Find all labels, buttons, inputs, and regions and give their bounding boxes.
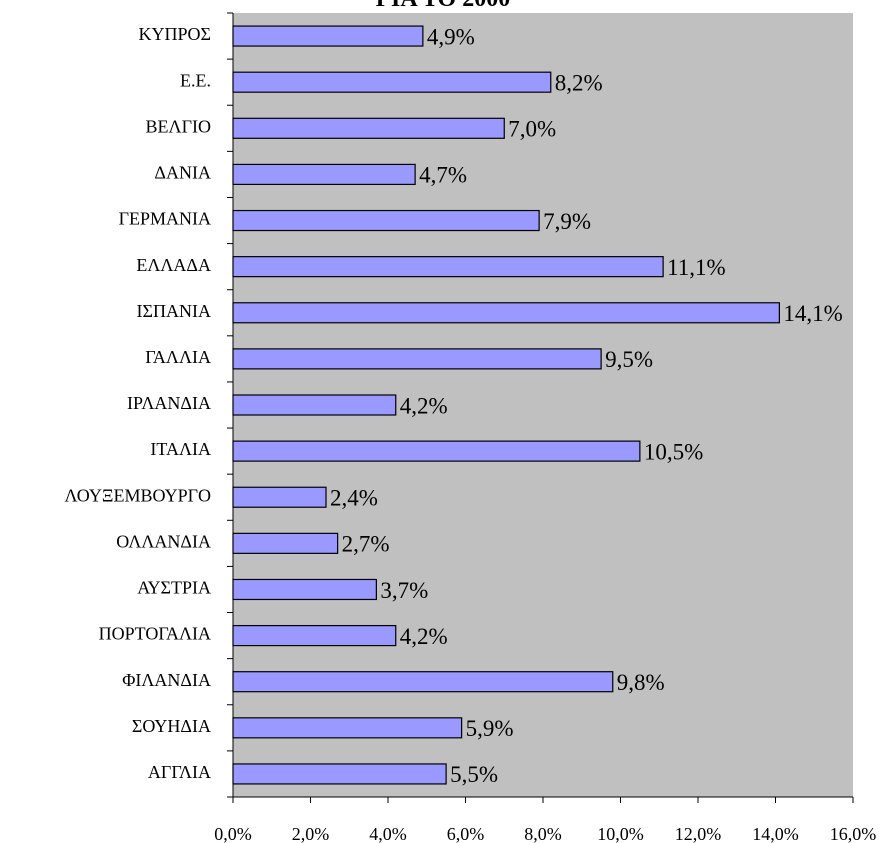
category-label: ΑΓΓΛΙΑ xyxy=(148,762,211,782)
bar xyxy=(232,440,641,462)
x-tick-label: 16,0% xyxy=(830,824,877,843)
category-label: ΙΤΑΛΙΑ xyxy=(150,439,211,459)
chart-title: ΓΙΑ ΤΟ 2000 xyxy=(376,0,510,12)
x-tick-label: 12,0% xyxy=(675,824,722,843)
value-label: 10,5% xyxy=(644,439,703,464)
x-tick-label: 4,0% xyxy=(369,824,407,843)
bar xyxy=(232,209,540,232)
value-label: 9,8% xyxy=(617,670,665,695)
value-label: 3,7% xyxy=(380,578,428,603)
value-label: 14,1% xyxy=(783,301,842,326)
bar xyxy=(232,25,424,47)
bar xyxy=(232,71,552,93)
category-label: ΣΟΥΗΔΙΑ xyxy=(132,716,211,736)
value-label: 2,4% xyxy=(330,486,378,511)
category-label: ΕΛΛΑΔΑ xyxy=(136,255,211,275)
bar xyxy=(232,394,397,416)
bar xyxy=(232,578,377,601)
category-label: Ε.Ε. xyxy=(180,70,211,90)
x-tick-label: 6,0% xyxy=(447,824,485,843)
category-label: ΓΑΛΛΙΑ xyxy=(145,347,211,367)
category-label: ΠΟΡΤΟΓΑΛΙΑ xyxy=(99,624,211,644)
category-label: ΒΕΛΓΙΟ xyxy=(146,116,211,136)
category-label: ΚΥΠΡΟΣ xyxy=(139,24,211,44)
bar xyxy=(232,117,505,139)
category-label: ΙΡΛΑΝΔΙΑ xyxy=(127,393,211,413)
value-label: 5,5% xyxy=(450,762,498,787)
bar xyxy=(232,163,416,186)
bar xyxy=(232,532,339,554)
value-label: 4,7% xyxy=(419,163,467,188)
bar xyxy=(232,671,614,693)
x-tick-label: 2,0% xyxy=(292,824,330,843)
bar xyxy=(232,486,327,508)
value-label: 11,1% xyxy=(667,255,726,280)
value-label: 9,5% xyxy=(605,347,653,372)
value-label: 5,9% xyxy=(466,716,514,741)
category-label: ΛΟΥΞΕΜΒΟΥΡΓΟ xyxy=(64,485,211,505)
bar xyxy=(232,763,447,785)
bar xyxy=(232,348,602,370)
x-tick-label: 8,0% xyxy=(524,824,562,843)
value-label: 7,0% xyxy=(508,117,556,142)
x-tick-label: 0,0% xyxy=(214,824,252,843)
bar xyxy=(232,302,780,324)
value-label: 4,9% xyxy=(427,24,475,49)
value-label: 4,2% xyxy=(400,393,448,418)
x-tick-label: 14,0% xyxy=(752,824,799,843)
category-label: ΙΣΠΑΝΙΑ xyxy=(137,301,211,321)
x-tick-label: 10,0% xyxy=(597,824,644,843)
category-label: ΟΛΛΑΝΔΙΑ xyxy=(116,531,211,551)
value-label: 7,9% xyxy=(543,209,591,234)
category-label: ΓΕΡΜΑΝΙΑ xyxy=(119,209,211,229)
bar xyxy=(232,717,463,739)
bar xyxy=(232,256,664,278)
category-label: ΔΑΝΙΑ xyxy=(154,163,211,183)
value-label: 2,7% xyxy=(342,532,390,557)
category-label: ΦΙΛΑΝΔΙΑ xyxy=(122,670,211,690)
bar xyxy=(232,624,397,647)
category-label: ΑΥΣΤΡΙΑ xyxy=(137,578,211,598)
value-label: 8,2% xyxy=(555,70,603,95)
value-label: 4,2% xyxy=(400,624,448,649)
